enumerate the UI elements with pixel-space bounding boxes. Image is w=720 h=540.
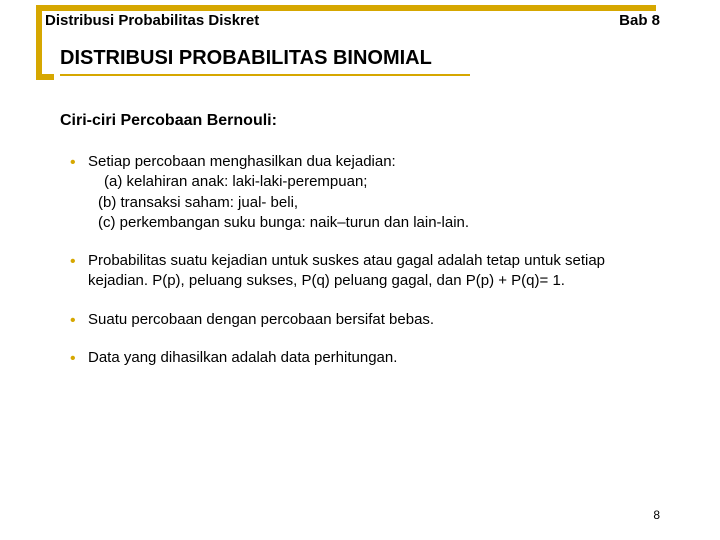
- bracket-left: [36, 5, 42, 80]
- bracket-bottom: [36, 74, 54, 80]
- page-number: 8: [653, 508, 660, 522]
- bracket-top: [36, 5, 656, 11]
- bullet-sub: (a) kelahiran anak: laki-laki-perempuan;: [88, 172, 660, 192]
- bullet-main: Suatu percobaan dengan percobaan bersifa…: [88, 311, 434, 328]
- bullet-sub: (b) transaksi saham: jual- beli,: [88, 193, 660, 213]
- page-title: DISTRIBUSI PROBABILITAS BINOMIAL: [60, 47, 432, 70]
- list-item: Setiap percobaan menghasilkan dua kejadi…: [70, 152, 660, 233]
- title-underline: [60, 74, 470, 76]
- list-item: Probabilitas suatu kejadian untuk suskes…: [70, 251, 660, 292]
- bullet-main: Data yang dihasilkan adalah data perhitu…: [88, 349, 397, 366]
- bullet-sub: (c) perkembangan suku bunga: naik–turun …: [88, 213, 660, 233]
- header-left: Distribusi Probabilitas Diskret: [45, 12, 259, 29]
- header-right: Bab 8: [619, 12, 660, 29]
- subtitle: Ciri-ciri Percobaan Bernouli:: [60, 112, 720, 130]
- title-wrap: DISTRIBUSI PROBABILITAS BINOMIAL: [0, 47, 720, 76]
- bullet-main: Probabilitas suatu kejadian untuk suskes…: [88, 252, 605, 289]
- list-item: Suatu percobaan dengan percobaan bersifa…: [70, 310, 660, 330]
- bullet-main: Setiap percobaan menghasilkan dua kejadi…: [88, 153, 396, 170]
- list-item: Data yang dihasilkan adalah data perhitu…: [70, 348, 660, 368]
- bullet-list: Setiap percobaan menghasilkan dua kejadi…: [70, 152, 660, 368]
